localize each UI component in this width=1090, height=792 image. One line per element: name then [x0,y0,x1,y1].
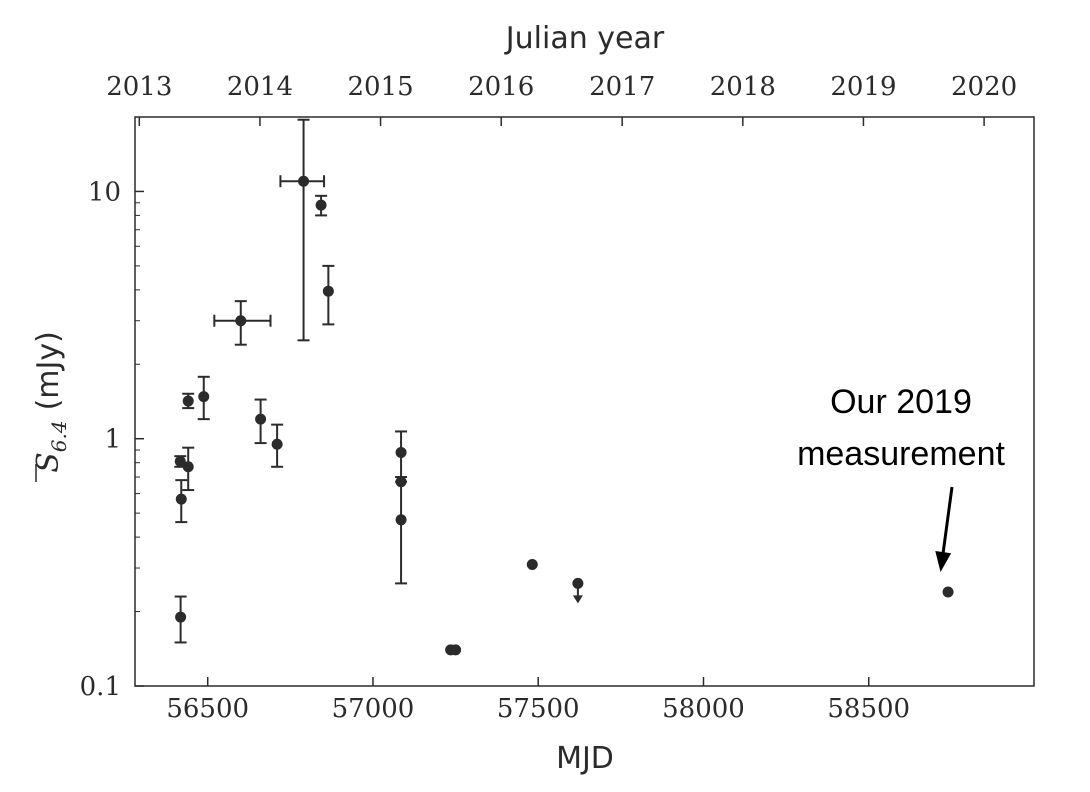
marker [271,438,283,450]
y-tick-label-1: 1 [104,425,121,455]
plot-frame [134,116,1035,687]
left-axis-ticks: 0.1 1 10 [80,116,144,702]
data-point-9 [279,118,326,342]
top-tick-label-2013: 2013 [106,72,172,102]
data-point-1 [175,479,188,524]
x-tick-label-58000: 58000 [662,694,745,724]
y-axis-title: S6.4 (mJy) [31,331,71,482]
data-point-14 [395,480,408,585]
data-point-2 [174,595,187,644]
svg-text:S6.4(mJy): S6.4 (mJy) [31,331,71,473]
y-tick-label-0.1: 0.1 [80,672,121,702]
marker [175,611,187,623]
data-point-10 [315,194,328,217]
top-tick-label-2014: 2014 [227,72,293,102]
data-point-4 [182,392,195,410]
marker [175,493,187,505]
upper-limit-arrow [572,595,583,604]
top-tick-label-2015: 2015 [347,72,413,102]
marker [395,446,407,458]
y-axis-title-unit: (mJy) [31,331,66,410]
x-tick-label-57000: 57000 [332,694,415,724]
top-tick-label-2019: 2019 [830,72,896,102]
annotation-arrow-head [935,551,952,572]
marker [942,586,954,598]
top-tick-label-2020: 2020 [951,72,1017,102]
marker [322,285,334,297]
marker [235,315,247,327]
data-point-12 [395,430,408,479]
annotation-our-2019-measurement: Our 2019 measurement [797,383,1005,572]
marker [255,413,267,425]
data-point-3 [182,446,195,492]
top-axis-ticks: 2013 2014 2015 2016 2017 2018 2019 2020 [106,72,1017,126]
data-point-19 [942,586,954,598]
top-tick-label-2016: 2016 [468,72,534,102]
marker [450,644,462,656]
data-point-8 [271,423,284,468]
x-tick-label-56500: 56500 [166,694,249,724]
data-point-16 [450,644,462,656]
marker [182,461,194,473]
x-tick-label-58500: 58500 [827,694,910,724]
top-tick-label-2018: 2018 [710,72,776,102]
data-point-18 [572,577,584,604]
marker [526,558,538,570]
marker [315,199,327,211]
y-tick-label-10: 10 [88,177,121,207]
marker [572,577,584,589]
annotation-text-line-1: measurement [797,435,1005,473]
marker [198,391,210,403]
marker [174,455,186,467]
marker [395,514,407,526]
data-point-11 [322,264,335,326]
data-point-17 [526,558,538,570]
data-point-5 [197,375,210,421]
data-point-7 [254,398,267,445]
bottom-axis-ticks: 56500 57000 57500 58000 58500 [166,677,910,724]
y-axis-title-symbol: S [31,452,66,473]
top-axis-title: Julian year [504,21,665,56]
x-axis-title: MJD [556,741,614,776]
data-points [174,118,954,656]
annotation-text-line-0: Our 2019 [830,383,972,421]
y-axis-title-subscript: 6.4 [47,420,71,452]
x-tick-label-57500: 57500 [497,694,580,724]
data-point-6 [213,300,272,346]
top-tick-label-2017: 2017 [589,72,655,102]
marker [182,395,194,407]
marker [298,175,310,187]
